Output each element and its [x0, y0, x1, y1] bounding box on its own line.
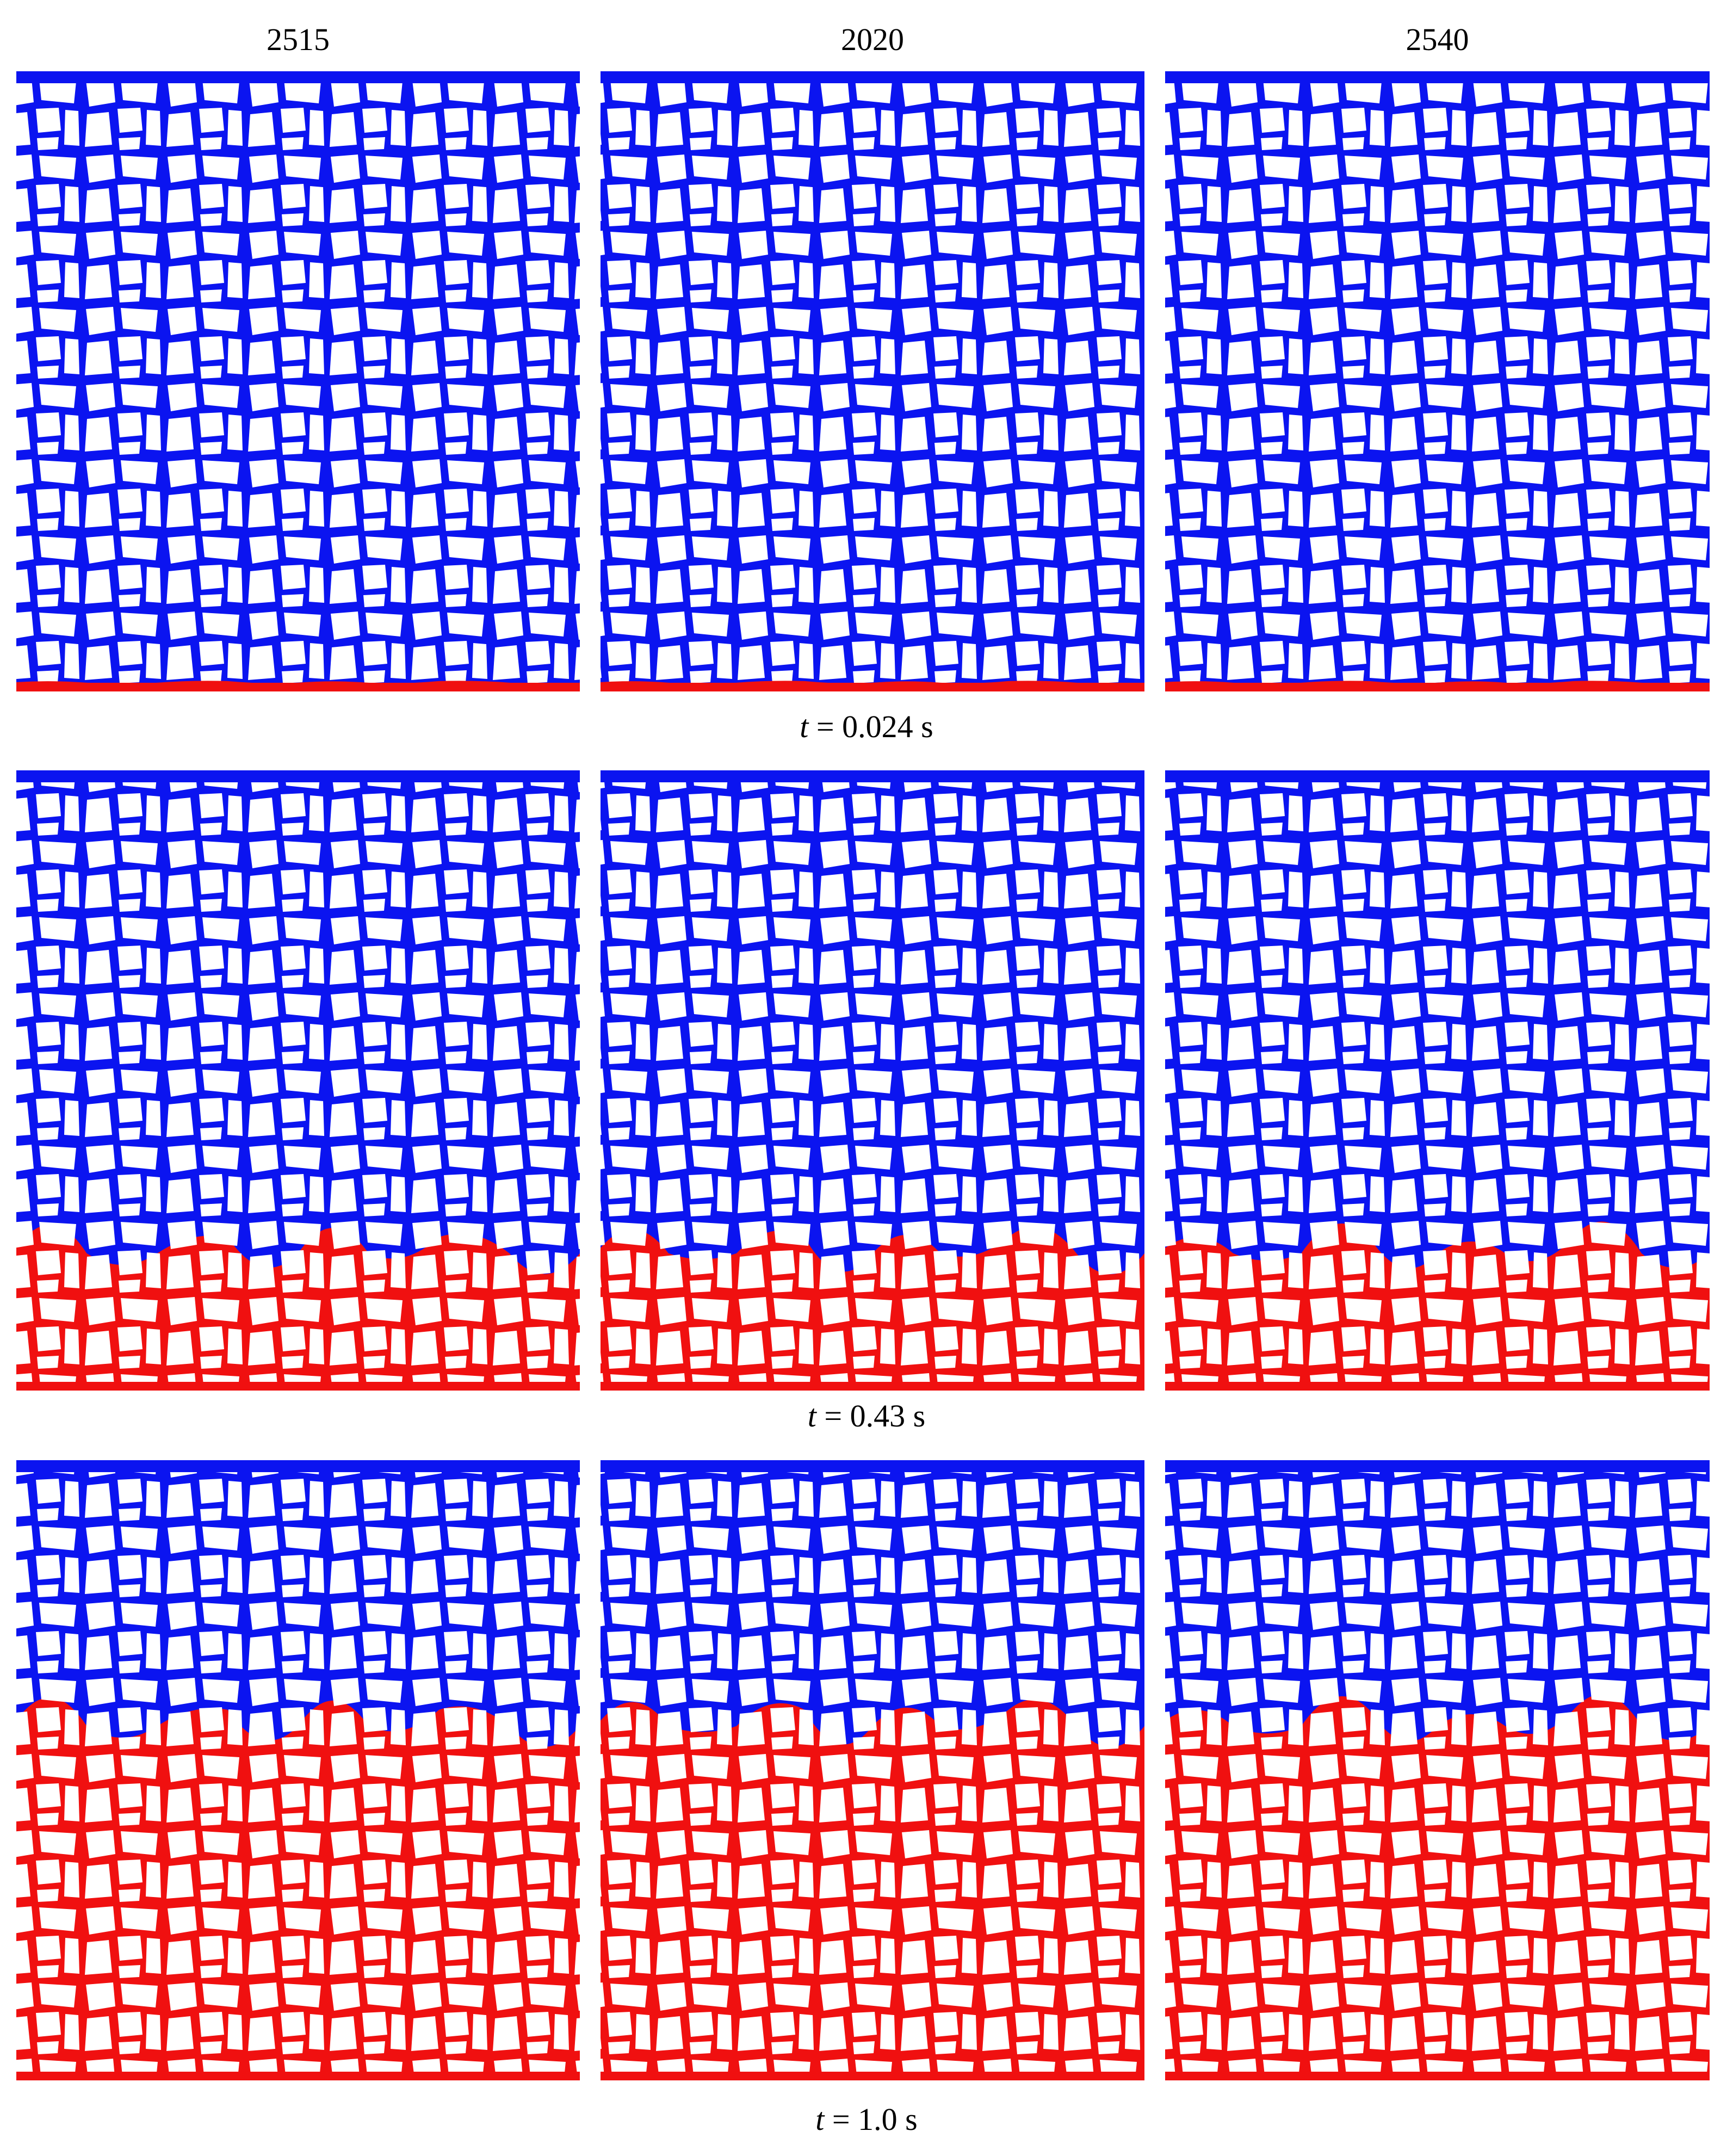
caption-variable: t	[808, 1398, 818, 1434]
caption-variable: t	[815, 2102, 825, 2137]
invading-phase	[16, 1225, 580, 1391]
bottom-boundary	[1165, 1382, 1710, 1391]
row-caption: t = 0.43 s	[808, 1398, 925, 1434]
column-header: 2020	[841, 22, 904, 57]
caption-text: = 1.0 s	[832, 2102, 918, 2137]
top-boundary	[16, 770, 580, 782]
bottom-boundary	[16, 1382, 580, 1391]
caption-space	[808, 709, 816, 744]
top-boundary	[601, 770, 1144, 782]
invading-phase	[1165, 1221, 1710, 1391]
top-boundary	[601, 1460, 1144, 1472]
simulation-panel	[1165, 71, 1710, 691]
top-boundary	[1165, 71, 1710, 83]
caption-text: = 0.43 s	[824, 1398, 925, 1434]
bottom-boundary	[16, 683, 580, 691]
invading-phase	[1165, 1694, 1710, 2080]
bottom-boundary	[601, 2072, 1144, 2080]
caption-space	[816, 1398, 825, 1434]
column-header: 2540	[1406, 22, 1469, 57]
caption-variable: t	[800, 709, 809, 744]
caption-space	[824, 2102, 832, 2137]
bottom-boundary	[601, 1382, 1144, 1391]
invading-phase	[16, 1697, 580, 2080]
simulation-panel	[601, 71, 1144, 691]
column-header: 2515	[267, 22, 330, 57]
bottom-boundary	[1165, 2072, 1710, 2080]
top-boundary	[1165, 1460, 1710, 1472]
row-caption: t = 0.024 s	[800, 709, 933, 744]
simulation-panel	[16, 71, 580, 691]
bottom-boundary	[601, 683, 1144, 691]
row-caption: t = 1.0 s	[815, 2102, 917, 2137]
top-boundary	[1165, 770, 1710, 782]
bottom-boundary	[1165, 683, 1710, 691]
invading-phase	[601, 1699, 1144, 2080]
top-boundary	[601, 71, 1144, 83]
bottom-boundary	[16, 2072, 580, 2080]
top-boundary	[16, 1460, 580, 1472]
invading-phase	[601, 1226, 1144, 1391]
caption-text: = 0.024 s	[816, 709, 933, 744]
top-boundary	[16, 71, 580, 83]
